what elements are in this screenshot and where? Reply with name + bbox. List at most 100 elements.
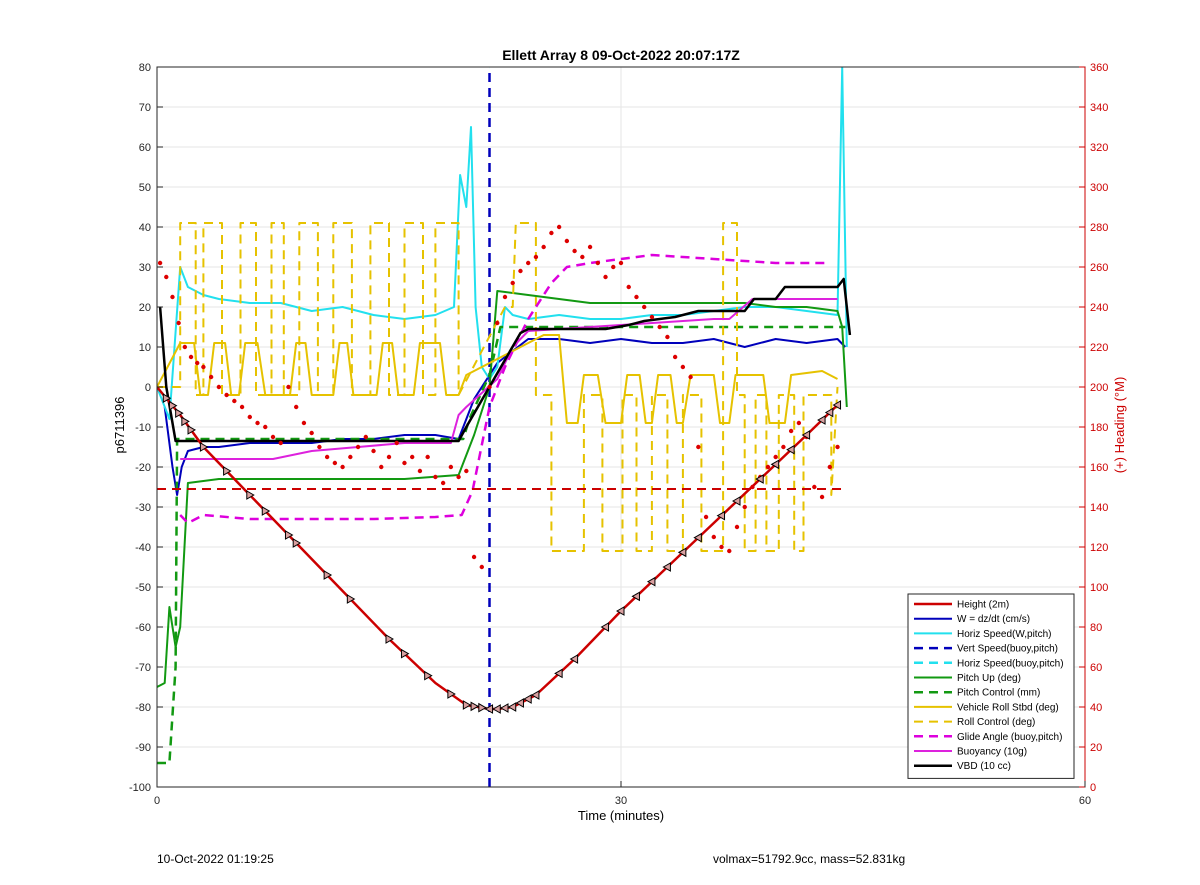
heading-point [301,420,307,426]
heading-point [742,504,747,510]
heading-point [247,414,252,420]
heading-point [526,260,531,266]
heading-point [642,304,647,310]
height-marker [569,654,579,664]
y-tick-label: -70 [135,662,151,674]
y-tick-label: -60 [135,622,151,634]
legend-label: Roll Control (deg) [957,717,1035,728]
series-line [157,325,846,765]
height-marker [162,393,172,404]
y2-axis-label: (+) Heading (°M) [1112,377,1127,474]
y2-tick-label: 180 [1090,422,1108,434]
heading-point [556,224,562,230]
y-tick-label: -20 [135,462,151,474]
heading-point [332,460,338,466]
heading-point [734,524,740,530]
height-marker [246,490,255,500]
heading-point [595,260,600,266]
heading-point [239,404,245,410]
legend-label: Height (2m) [957,600,1009,611]
heading-point [448,464,454,470]
height-marker [261,506,271,516]
chart-axes: -100-90-80-70-60-50-40-30-20-10010203040… [129,62,1108,807]
heading-point [456,474,461,480]
chart-title: Ellett Array 8 09-Oct-2022 20:07:17Z [502,47,740,63]
height-marker [554,668,563,679]
y-tick-label: 70 [139,102,151,114]
plot-area [157,67,852,787]
height-marker [600,622,610,632]
legend-label: VBD (10 cc) [957,761,1011,772]
height-marker [662,562,671,572]
heading-point [634,294,639,300]
height-marker [646,576,656,587]
heading-point [727,548,732,554]
height-marker [770,459,780,470]
height-marker [731,496,741,506]
height-marker [499,703,509,713]
legend-label: W = dz/dt (cm/s) [957,614,1030,625]
series-line [158,277,852,443]
heading-point [618,260,624,266]
heading-point [201,364,206,370]
height-marker [693,532,702,543]
heading-point [479,564,484,570]
heading-point [294,404,299,410]
heading-point [176,320,181,326]
y-tick-label: -40 [135,542,151,554]
height-marker [716,510,726,521]
height-marker [786,444,795,455]
y2-tick-label: 320 [1090,142,1108,154]
height-marker [199,442,209,452]
heading-point [402,460,407,466]
chart-legend: Height (2m) W = dz/dt (cm/s) Horiz Speed(W… [907,593,1075,779]
heading-point [603,274,608,280]
y2-tick-label: 300 [1090,182,1108,194]
y2-tick-label: 100 [1090,582,1108,594]
heading-point [626,284,631,290]
height-marker [478,702,487,713]
legend-label: Buoyancy (10g) [957,747,1027,758]
x-axis-label: Time (minutes) [578,808,664,823]
legend-label: Horiz Speed(W,pitch) [957,629,1051,640]
heading-point [188,354,194,360]
y2-tick-label: 240 [1090,302,1108,314]
height-marker [168,400,178,411]
heading-point [208,374,214,380]
heading-point [611,264,616,270]
heading-point [379,464,384,470]
y2-tick-label: 20 [1090,742,1102,754]
legend-label: Glide Angle (buoy,pitch) [957,732,1062,743]
height-marker [284,530,294,540]
heading-point [417,468,423,474]
legend-label: Horiz Speed(buoy,pitch) [957,658,1064,669]
y-tick-label: -30 [135,502,151,514]
y2-tick-label: 0 [1090,782,1096,794]
series-line [157,290,848,688]
heading-point [164,274,169,280]
y-tick-label: -10 [135,422,151,434]
footer-vehicle-info: volmax=51792.9cc, mass=52.831kg [713,852,906,866]
heading-point [773,454,778,460]
heading-point [812,484,817,490]
height-marker [817,415,826,425]
height-marker [832,400,842,410]
height-marker [677,547,687,558]
height-marker [462,700,472,710]
y-tick-label: -50 [135,582,151,594]
series-line [157,334,838,424]
y-tick-label: 80 [139,62,151,74]
heading-point [549,230,554,236]
heading-point [410,454,415,460]
series-line [179,253,830,525]
y-tick-label: -90 [135,742,151,754]
heading-point [541,244,546,250]
series-line [180,298,838,460]
heading-point [216,384,222,390]
height-marker [223,466,232,476]
x-tick-label: 30 [615,795,627,807]
height-marker [824,407,834,418]
height-marker [470,701,480,712]
heading-point [371,448,376,454]
